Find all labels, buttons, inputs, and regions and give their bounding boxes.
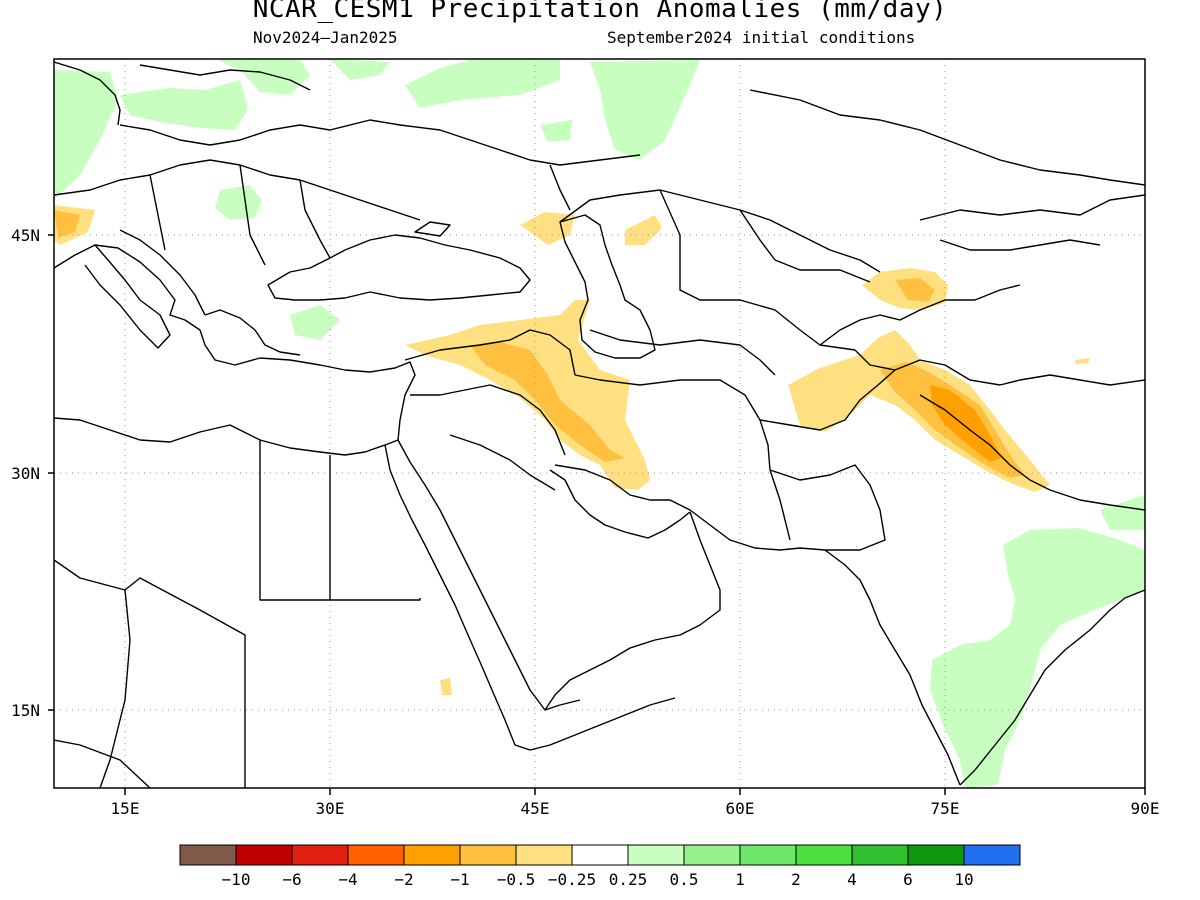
- map-area: [54, 59, 1145, 788]
- legend-label: −1: [450, 870, 469, 889]
- season-label: Nov2024–Jan2025: [253, 28, 398, 47]
- legend-color-swatch: [627, 844, 685, 866]
- lon-label: 75E: [931, 799, 960, 818]
- legend-color-swatch: [739, 844, 797, 866]
- legend-label: 0.5: [670, 870, 699, 889]
- color-legend: −10 −6 −4 −2 −1 −0.5 −0.25 0.25 0.5 1 2 4 6 10: [179, 844, 1021, 889]
- legend-color-swatch: [683, 844, 741, 866]
- legend-color-swatch: [291, 844, 349, 866]
- legend-color-swatch: [795, 844, 853, 866]
- coastlines-and-borders: [54, 61, 1145, 788]
- legend-label: 4: [847, 870, 857, 889]
- lon-label: 60E: [726, 799, 755, 818]
- legend-label: −10: [222, 870, 251, 889]
- legend-label: −2: [394, 870, 413, 889]
- lon-label: 90E: [1131, 799, 1160, 818]
- wet-anomaly-regions: [54, 59, 1145, 788]
- legend-color-swatch: [851, 844, 909, 866]
- legend-label: 6: [903, 870, 913, 889]
- legend-label: −0.25: [548, 870, 596, 889]
- lon-label: 30E: [316, 799, 345, 818]
- lon-label: 15E: [111, 799, 140, 818]
- map-frame: [53, 58, 1146, 789]
- legend-color-swatch: [515, 844, 573, 866]
- legend-color-swatch: [403, 844, 461, 866]
- lon-label: 45E: [521, 799, 550, 818]
- legend-color-swatch: [571, 844, 629, 866]
- initial-conditions-label: September2024 initial conditions: [607, 28, 916, 47]
- legend-label: −6: [282, 870, 301, 889]
- legend-color-swatch: [235, 844, 293, 866]
- map-title: NCAR_CESM1 Precipitation Anomalies (mm/d…: [252, 0, 948, 24]
- legend-label: 1: [735, 870, 745, 889]
- legend-label: −0.5: [497, 870, 536, 889]
- dry-anomaly-cores: [54, 210, 1025, 478]
- legend-color-swatch: [179, 844, 237, 866]
- axis-ticks: [48, 234, 1146, 795]
- lat-label: 30N: [11, 464, 40, 483]
- legend-label: −4: [338, 870, 357, 889]
- lat-label: 15N: [11, 701, 40, 720]
- legend-color-swatch: [459, 844, 517, 866]
- legend-label: 0.25: [609, 870, 648, 889]
- legend-color-swatch: [347, 844, 405, 866]
- legend-color-swatch: [963, 844, 1021, 866]
- legend-color-swatch: [907, 844, 965, 866]
- legend-label: 10: [954, 870, 973, 889]
- legend-label: 2: [791, 870, 801, 889]
- lat-label: 45N: [11, 226, 40, 245]
